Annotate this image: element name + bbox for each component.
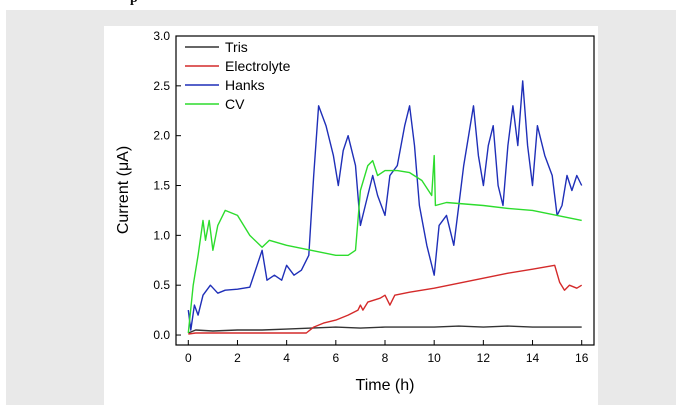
y-tick-label: 1.0: [153, 228, 170, 242]
x-axis-ticks: 0 2 4 6 8 10 12 14 16: [185, 340, 589, 365]
x-tick-label: 14: [526, 351, 540, 365]
legend: Tris Electrolyte Hanks CV: [185, 39, 291, 112]
y-tick-label: 2.5: [153, 79, 170, 93]
x-tick-label: 12: [477, 351, 491, 365]
current-time-chart: 0 2 4 6 8 10 12 14 16 0.0 0.5 1.0 1.5 2.0 2.5 3.0 Time…: [115, 29, 595, 394]
top-strip: p: [0, 0, 682, 10]
x-tick-label: 6: [332, 351, 339, 365]
y-tick-label: 3.0: [153, 29, 170, 43]
series-line-hanks: [187, 80, 583, 331]
series-layer: [187, 80, 583, 335]
legend-label-electrolyte: Electrolyte: [225, 58, 291, 74]
series-line-electrolyte: [188, 264, 583, 335]
legend-label-tris: Tris: [225, 39, 248, 55]
legend-label-cv: CV: [225, 96, 245, 112]
y-axis-ticks: 0.0 0.5 1.0 1.5 2.0 2.5 3.0: [153, 29, 181, 342]
series-line-tris: [188, 325, 582, 334]
series-line-cv: [187, 154, 582, 334]
y-axis-label: Current (μA): [115, 146, 132, 234]
y-tick-label: 0.5: [153, 278, 170, 292]
x-tick-label: 4: [283, 351, 290, 365]
clipped-heading-text: p: [130, 0, 138, 7]
legend-label-hanks: Hanks: [225, 77, 265, 93]
x-tick-label: 16: [575, 351, 589, 365]
x-tick-label: 2: [234, 351, 241, 365]
y-tick-label: 1.5: [153, 179, 170, 193]
x-axis-label: Time (h): [356, 377, 415, 394]
x-tick-label: 10: [427, 351, 441, 365]
x-tick-label: 8: [382, 351, 389, 365]
y-tick-label: 2.0: [153, 129, 170, 143]
y-tick-label: 0.0: [153, 328, 170, 342]
x-tick-label: 0: [185, 351, 192, 365]
figure-card: 0 2 4 6 8 10 12 14 16 0.0 0.5 1.0 1.5 2.0 2.5 3.0 Time…: [104, 26, 598, 405]
